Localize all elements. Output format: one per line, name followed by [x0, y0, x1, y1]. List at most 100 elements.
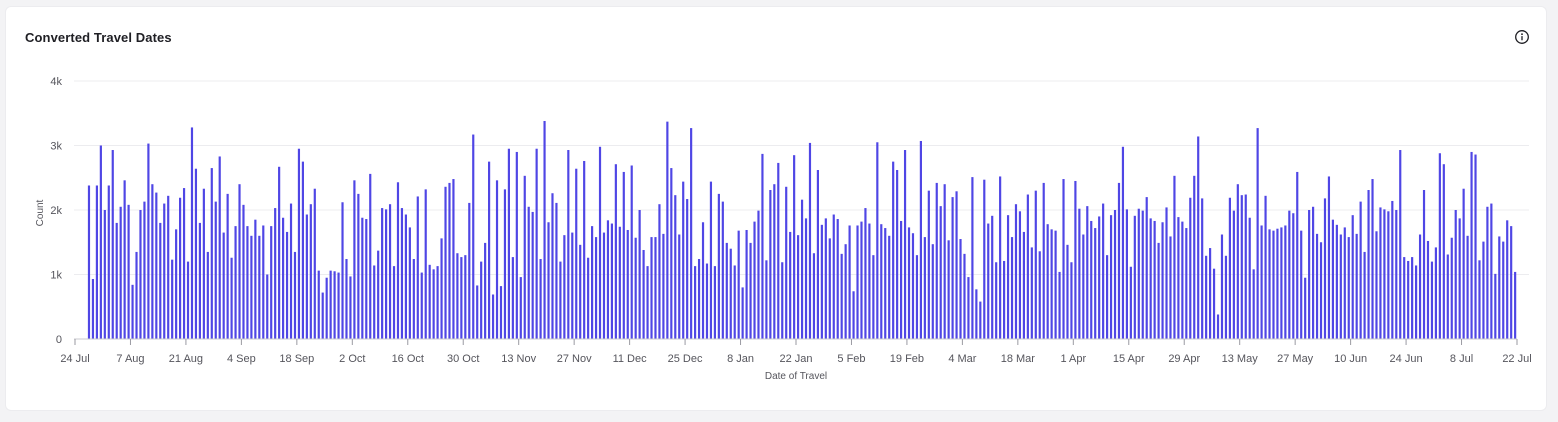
bar[interactable] — [182, 188, 186, 339]
bar[interactable] — [745, 229, 748, 339]
bar[interactable] — [194, 168, 198, 339]
bar[interactable] — [757, 210, 760, 339]
bar[interactable] — [571, 232, 574, 339]
bar[interactable] — [1098, 216, 1101, 339]
bar[interactable] — [559, 261, 562, 339]
bar[interactable] — [939, 206, 942, 339]
bar[interactable] — [1296, 171, 1299, 339]
bar[interactable] — [1434, 247, 1437, 339]
bar[interactable] — [1232, 210, 1235, 339]
bar[interactable] — [313, 188, 316, 339]
bar[interactable] — [808, 142, 812, 339]
bar[interactable] — [131, 284, 134, 339]
bar[interactable] — [868, 223, 871, 339]
bar[interactable] — [856, 225, 859, 339]
bar[interactable] — [1308, 210, 1311, 339]
bar[interactable] — [539, 259, 542, 339]
bar[interactable] — [444, 186, 447, 339]
bar[interactable] — [408, 227, 411, 339]
bar[interactable] — [388, 204, 392, 339]
bar[interactable] — [678, 234, 681, 339]
bar[interactable] — [1244, 194, 1247, 339]
bar[interactable] — [357, 193, 360, 339]
bar[interactable] — [630, 165, 633, 339]
bar[interactable] — [325, 277, 328, 339]
bar[interactable] — [642, 249, 645, 339]
bar[interactable] — [1268, 229, 1271, 339]
bar[interactable] — [123, 180, 126, 339]
bar[interactable] — [1272, 230, 1275, 339]
bar[interactable] — [923, 237, 926, 339]
bar[interactable] — [1026, 194, 1029, 339]
bar[interactable] — [1054, 230, 1057, 339]
bar[interactable] — [848, 225, 851, 339]
bar[interactable] — [1038, 251, 1041, 339]
bar[interactable] — [1264, 195, 1267, 339]
bar[interactable] — [1189, 197, 1192, 339]
bar[interactable] — [951, 197, 954, 339]
bar[interactable] — [333, 271, 336, 339]
bar[interactable] — [234, 226, 237, 339]
bar[interactable] — [907, 227, 911, 339]
bar[interactable] — [404, 214, 407, 339]
bar[interactable] — [832, 214, 835, 339]
bar[interactable] — [151, 184, 154, 339]
bar[interactable] — [1220, 234, 1224, 339]
bar[interactable] — [1502, 241, 1505, 339]
bar[interactable] — [666, 121, 669, 339]
bar[interactable] — [1478, 260, 1481, 339]
bar[interactable] — [1430, 261, 1434, 339]
bar[interactable] — [238, 184, 241, 339]
bar[interactable] — [456, 253, 459, 339]
bar[interactable] — [1129, 266, 1132, 339]
bar[interactable] — [1494, 273, 1497, 339]
bar[interactable] — [127, 204, 130, 339]
bar[interactable] — [1387, 211, 1390, 339]
bar[interactable] — [1141, 210, 1144, 339]
bar[interactable] — [567, 150, 570, 339]
bar[interactable] — [927, 190, 930, 339]
bar[interactable] — [1514, 271, 1517, 339]
bar[interactable] — [991, 215, 994, 339]
bar[interactable] — [955, 191, 958, 339]
bar[interactable] — [1422, 190, 1426, 339]
bar[interactable] — [163, 203, 166, 339]
bar[interactable] — [713, 266, 716, 339]
bar[interactable] — [555, 202, 558, 339]
bar[interactable] — [523, 175, 526, 339]
bar[interactable] — [1399, 150, 1402, 339]
bar[interactable] — [979, 301, 982, 339]
bar[interactable] — [634, 237, 637, 339]
bar[interactable] — [420, 272, 423, 339]
bar[interactable] — [1482, 241, 1485, 339]
bar[interactable] — [911, 233, 915, 339]
bar[interactable] — [491, 294, 495, 339]
bar[interactable] — [975, 289, 978, 339]
bar[interactable] — [753, 221, 756, 339]
bar[interactable] — [424, 189, 427, 339]
bar[interactable] — [888, 235, 891, 339]
bar[interactable] — [361, 217, 364, 339]
bar[interactable] — [1157, 242, 1160, 339]
bar[interactable] — [1288, 210, 1291, 339]
bar[interactable] — [365, 219, 368, 339]
bar[interactable] — [278, 166, 281, 339]
bar[interactable] — [309, 204, 312, 339]
bar[interactable] — [915, 255, 919, 339]
bar[interactable] — [705, 263, 709, 339]
bar[interactable] — [190, 127, 194, 339]
bar[interactable] — [1209, 248, 1212, 339]
bar[interactable] — [385, 209, 388, 339]
bar[interactable] — [1201, 198, 1204, 339]
bar[interactable] — [107, 185, 110, 339]
bar[interactable] — [507, 148, 510, 339]
bar[interactable] — [1102, 203, 1105, 339]
bar[interactable] — [686, 199, 689, 339]
bar[interactable] — [119, 206, 122, 339]
bar[interactable] — [1224, 255, 1228, 339]
bar[interactable] — [1510, 226, 1513, 339]
bar[interactable] — [289, 203, 293, 339]
bar[interactable] — [896, 170, 899, 339]
bar[interactable] — [99, 145, 102, 340]
bar[interactable] — [1458, 218, 1461, 339]
